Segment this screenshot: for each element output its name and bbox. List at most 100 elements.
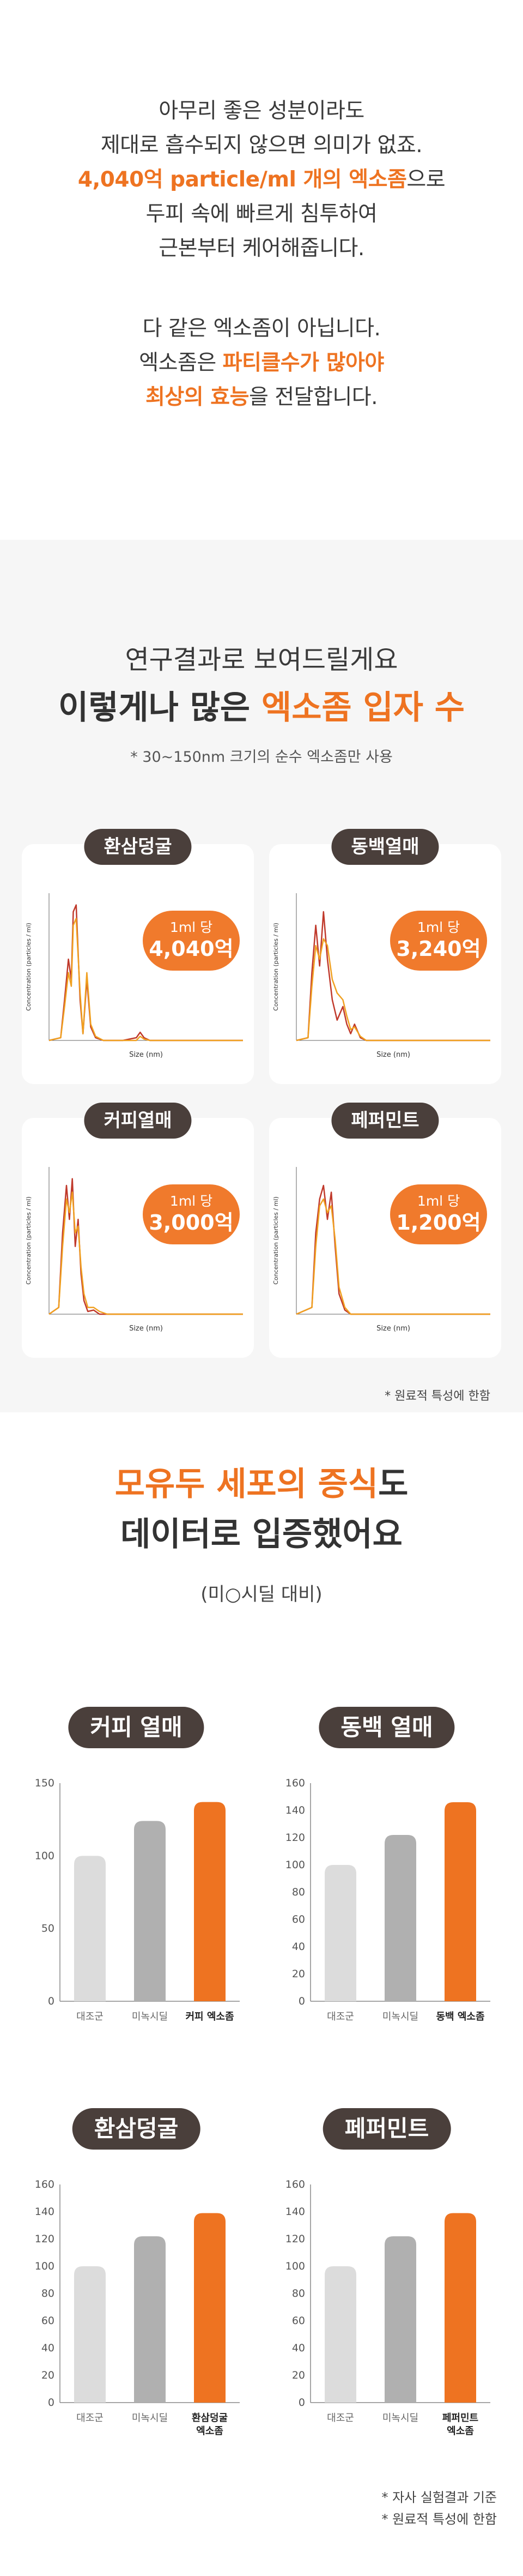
x-axis-label: Size (nm) (376, 1051, 410, 1059)
research-title: 이렇게나 많은 엑소좀 입자 수 (0, 686, 523, 730)
size-chart-card: 동백열매 Size (nm) Concentration (particles /… (269, 829, 501, 1084)
bar-chart-title: 페퍼민트 (323, 2108, 451, 2150)
intro-text: 을 전달합니다. (248, 385, 378, 410)
particle-count-badge: 1ml 당 3,000억 (143, 1184, 240, 1244)
category-label: 미녹시딜 (382, 2412, 418, 2424)
series-line (48, 1178, 243, 1315)
bar (134, 1821, 166, 2001)
category-label: 대조군 (76, 2412, 104, 2424)
intro-line: 4,040억 particle/ml 개의 엑소좀으로 (0, 162, 523, 197)
category-label: 미녹시딜 (132, 2011, 168, 2023)
y-tick-label: 140 (285, 1804, 305, 1816)
category-label: 페퍼민트 (442, 2412, 478, 2424)
y-tick-label: 0 (299, 2397, 305, 2409)
category-label: 미녹시딜 (132, 2412, 168, 2424)
x-axis-label: Size (nm) (376, 1325, 410, 1333)
bar-chart-block: 환삼덩굴 0 20 40 60 80 100 120 140 160 대조군 미녹시딜 환삼덩굴 엑소좀 (22, 2108, 251, 2457)
research-heading: 연구결과로 보여드릴게요 (125, 645, 398, 675)
intro-line: 아무리 좋은 성분이라도 (159, 99, 364, 123)
bar-chart-block: 동백 열매 0 20 40 60 80 100 120 140 160 대조군 미녹시딜 동백 엑소좀 (272, 1707, 501, 2056)
intro-highlight: 4,040억 particle/ml 개의 엑소좀 (77, 167, 407, 192)
size-chart-card: 환삼덩굴 Size (nm) Concentration (particles /… (22, 829, 254, 1084)
bar-chart-title: 커피 열매 (68, 1707, 204, 1748)
research-title-text: 이렇게나 많은 (58, 689, 262, 727)
research-section: 연구결과로 보여드릴게요 이렇게나 많은 엑소좀 입자 수 * 30~150nm… (0, 540, 523, 1412)
y-axis-label: Concentration (particles / ml) (272, 1196, 279, 1285)
x-axis-label: Size (nm) (129, 1325, 163, 1333)
footnote: * 자사 실험결과 기준 (381, 2490, 497, 2505)
y-tick-label: 20 (292, 1968, 305, 1980)
y-tick-label: 100 (285, 2260, 305, 2272)
bar (385, 1835, 416, 2001)
footnote: * 원료적 특성에 한함 (381, 2512, 497, 2527)
size-chart-title: 페퍼민트 (331, 1103, 439, 1139)
badge-value: 1,200억 (396, 1211, 481, 1235)
y-tick-label: 40 (292, 1941, 305, 1953)
bar (385, 2236, 416, 2403)
intro-text: 엑소좀은 (139, 351, 223, 375)
bar (134, 2236, 166, 2403)
proliferation-title: 모유두 세포의 증식도 (0, 1461, 523, 1507)
bar (445, 1802, 476, 2001)
intro-line: 엑소좀은 파티클수가 많아야 (0, 346, 523, 380)
intro-highlight: 파티클수가 많아야 (222, 351, 385, 375)
size-distribution-chart: Size (nm) Concentration (particles / ml) (272, 1167, 490, 1333)
y-tick-label: 120 (35, 2233, 54, 2245)
y-tick-label: 60 (41, 2315, 54, 2327)
bar-chart-block: 페퍼민트 0 20 40 60 80 100 120 140 160 대조군 미녹시딜 페퍼민트 엑소좀 (272, 2108, 501, 2457)
proliferation-footnotes: * 자사 실험결과 기준 * 원료적 특성에 한함 (381, 2487, 497, 2530)
size-chart-title: 커피열매 (84, 1103, 192, 1139)
y-tick-label: 150 (35, 1778, 54, 1789)
category-label: 엑소좀 (196, 2425, 223, 2437)
y-tick-label: 80 (41, 2288, 54, 2300)
particle-count-badge: 1ml 당 1,200억 (390, 1184, 487, 1244)
proliferation-title-highlight: 모유두 세포의 증식 (114, 1465, 379, 1503)
intro-line: 최상의 효능을 전달합니다. (0, 380, 523, 414)
category-label: 엑소좀 (447, 2425, 474, 2437)
badge-unit: 1ml 당 (417, 1193, 460, 1209)
y-tick-label: 160 (35, 2179, 54, 2190)
y-tick-label: 40 (292, 2342, 305, 2354)
bar (74, 1856, 106, 2001)
badge-value: 3,000억 (149, 1211, 234, 1235)
series-line (296, 911, 490, 1042)
intro-line: 근본부터 케어해줍니다. (159, 236, 364, 261)
series-line (296, 1198, 490, 1315)
bar-chart: 0 50 100 150 대조군 미녹시딜 커피 엑소좀 (35, 1778, 240, 2023)
y-tick-label: 100 (285, 1859, 305, 1871)
bar (194, 1802, 226, 2001)
category-label: 동백 엑소좀 (436, 2011, 484, 2023)
particle-count-badge: 1ml 당 3,240억 (390, 911, 487, 971)
size-chart-card: 페퍼민트 Size (nm) Concentration (particles /… (269, 1103, 501, 1358)
proliferation-subtitle: (미○시딜 대비) (200, 1584, 323, 1605)
y-axis-label: Concentration (particles / ml) (272, 923, 279, 1011)
size-chart-card: 커피열매 Size (nm) Concentration (particles /… (22, 1103, 254, 1358)
size-distribution-chart: Size (nm) Concentration (particles / ml) (25, 1167, 243, 1333)
proliferation-title-line2: 데이터로 입증했어요 (120, 1515, 403, 1554)
y-tick-label: 160 (285, 1778, 305, 1789)
bar (325, 2266, 356, 2403)
y-tick-label: 140 (35, 2206, 54, 2218)
y-tick-label: 140 (285, 2206, 305, 2218)
y-tick-label: 160 (285, 2179, 305, 2190)
y-tick-label: 80 (292, 2288, 305, 2300)
category-label: 환삼덩굴 (192, 2412, 228, 2424)
y-tick-label: 0 (48, 2397, 54, 2409)
y-tick-label: 50 (41, 1923, 54, 1935)
badge-value: 4,040억 (149, 937, 234, 961)
y-tick-label: 0 (48, 1995, 54, 2007)
category-label: 커피 엑소좀 (185, 2011, 234, 2023)
intro-section: 아무리 좋은 성분이라도 제대로 흡수되지 않으면 의미가 없죠. 4,040억… (0, 0, 523, 540)
y-tick-label: 60 (292, 1913, 305, 1925)
y-tick-label: 40 (41, 2342, 54, 2354)
size-distribution-chart: Size (nm) Concentration (particles / ml) (25, 893, 243, 1059)
y-tick-label: 80 (292, 1886, 305, 1898)
series-line (48, 918, 243, 1042)
y-axis-label: Concentration (particles / ml) (25, 923, 32, 1011)
badge-unit: 1ml 당 (169, 919, 213, 935)
y-axis-label: Concentration (particles / ml) (25, 1196, 32, 1285)
badge-unit: 1ml 당 (169, 1193, 213, 1209)
research-title-highlight: 엑소좀 입자 수 (262, 689, 465, 727)
